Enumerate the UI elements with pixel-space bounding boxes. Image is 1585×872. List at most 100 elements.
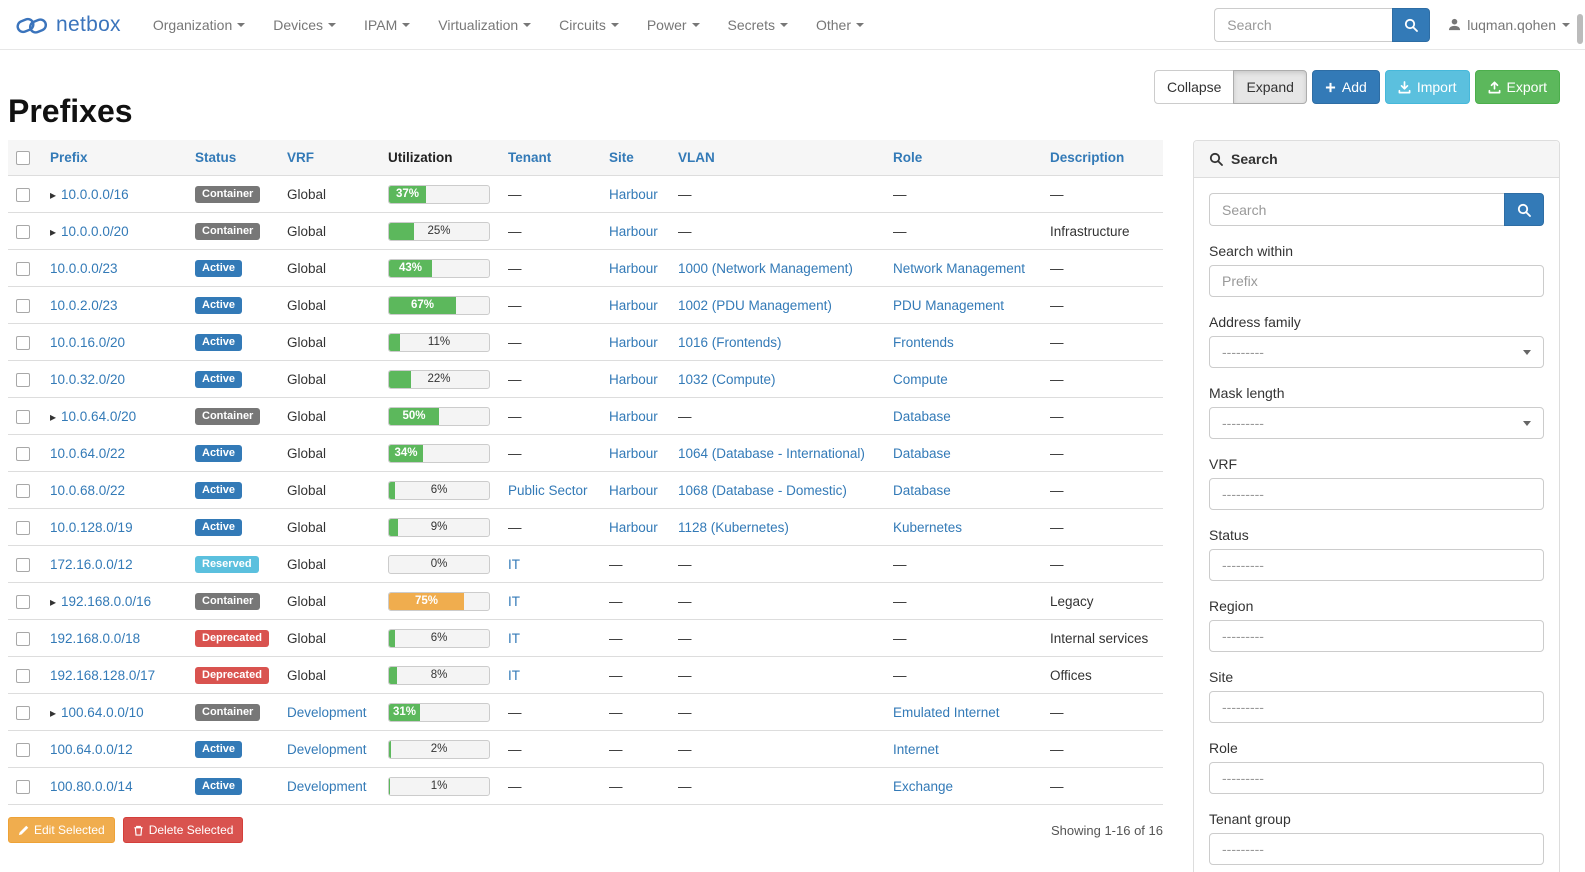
- filter-input-search-within[interactable]: [1209, 265, 1544, 297]
- role-link[interactable]: Database: [893, 482, 951, 498]
- prefix-link[interactable]: 100.64.0.0/12: [50, 741, 133, 757]
- prefix-link[interactable]: 10.0.32.0/20: [50, 371, 126, 387]
- navbar-search-button[interactable]: [1392, 7, 1431, 42]
- scrollbar-thumb[interactable]: [1577, 14, 1583, 44]
- prefix-link[interactable]: 192.168.0.0/16: [61, 593, 152, 609]
- export-button[interactable]: Export: [1474, 70, 1560, 104]
- row-checkbox[interactable]: [16, 632, 30, 647]
- user-menu[interactable]: luqman.qohen: [1448, 17, 1570, 33]
- tenant-link[interactable]: IT: [508, 630, 520, 646]
- vrf-link[interactable]: Development: [287, 741, 367, 757]
- row-checkbox[interactable]: [16, 558, 30, 573]
- site-link[interactable]: Harbour: [609, 408, 658, 424]
- site-link[interactable]: Harbour: [609, 186, 658, 202]
- row-checkbox[interactable]: [16, 410, 30, 425]
- site-link[interactable]: Harbour: [609, 260, 658, 276]
- row-checkbox[interactable]: [16, 373, 30, 388]
- row-checkbox[interactable]: [16, 669, 30, 684]
- site-link[interactable]: Harbour: [609, 371, 658, 387]
- column-header-vlan[interactable]: VLAN: [670, 140, 885, 177]
- nav-menu-devices[interactable]: Devices: [259, 0, 350, 50]
- row-checkbox[interactable]: [16, 484, 30, 499]
- filter-input-region[interactable]: [1209, 620, 1544, 652]
- site-link[interactable]: Harbour: [609, 334, 658, 350]
- nav-menu-circuits[interactable]: Circuits: [545, 0, 633, 50]
- prefix-link[interactable]: 10.0.0.0/20: [61, 223, 129, 239]
- tenant-link[interactable]: IT: [508, 667, 520, 683]
- site-link[interactable]: Harbour: [609, 297, 658, 313]
- nav-menu-power[interactable]: Power: [633, 0, 714, 50]
- prefix-link[interactable]: 10.0.64.0/20: [61, 408, 137, 424]
- site-link[interactable]: Harbour: [609, 445, 658, 461]
- row-checkbox[interactable]: [16, 743, 30, 758]
- prefix-link[interactable]: 192.168.128.0/17: [50, 667, 156, 683]
- nav-menu-virtualization[interactable]: Virtualization: [424, 0, 545, 50]
- vlan-link[interactable]: 1128 (Kubernetes): [678, 519, 789, 535]
- row-checkbox[interactable]: [16, 262, 30, 277]
- select-all-checkbox[interactable]: [16, 151, 30, 166]
- filter-input-status[interactable]: [1209, 549, 1544, 581]
- site-link[interactable]: Harbour: [609, 482, 658, 498]
- prefix-link[interactable]: 10.0.68.0/22: [50, 482, 126, 498]
- role-link[interactable]: Exchange: [893, 778, 954, 794]
- prefix-link[interactable]: 10.0.0.0/23: [50, 260, 118, 276]
- role-link[interactable]: PDU Management: [893, 297, 1005, 313]
- vlan-link[interactable]: 1016 (Frontends): [678, 334, 782, 350]
- row-checkbox[interactable]: [16, 336, 30, 351]
- prefix-link[interactable]: 10.0.16.0/20: [50, 334, 126, 350]
- import-button[interactable]: Import: [1384, 70, 1470, 104]
- prefix-link[interactable]: 10.0.128.0/19: [50, 519, 133, 535]
- expand-button[interactable]: Expand: [1233, 70, 1307, 104]
- column-header-role[interactable]: Role: [885, 140, 1042, 177]
- collapse-button[interactable]: Collapse: [1153, 70, 1235, 104]
- tenant-link[interactable]: Public Sector: [508, 482, 588, 498]
- row-checkbox[interactable]: [16, 780, 30, 795]
- nav-menu-ipam[interactable]: IPAM: [350, 0, 424, 50]
- nav-menu-other[interactable]: Other: [802, 0, 878, 50]
- expand-toggle-icon[interactable]: [50, 188, 56, 202]
- vlan-link[interactable]: 1064 (Database - International): [678, 445, 865, 461]
- column-header-status[interactable]: Status: [187, 140, 279, 177]
- column-header-tenant[interactable]: Tenant: [500, 140, 601, 177]
- site-link[interactable]: Harbour: [609, 223, 658, 239]
- expand-toggle-icon[interactable]: [50, 410, 56, 424]
- sidebar-search-button[interactable]: [1504, 193, 1544, 226]
- column-header-vrf[interactable]: VRF: [279, 140, 380, 177]
- role-link[interactable]: Compute: [893, 371, 948, 387]
- expand-toggle-icon[interactable]: [50, 706, 56, 720]
- prefix-link[interactable]: 10.0.0.0/16: [61, 186, 129, 202]
- role-link[interactable]: Internet: [893, 741, 939, 757]
- filter-input-tenant-group[interactable]: [1209, 833, 1544, 865]
- nav-menu-secrets[interactable]: Secrets: [714, 0, 802, 50]
- role-link[interactable]: Kubernetes: [893, 519, 963, 535]
- prefix-link[interactable]: 172.16.0.0/12: [50, 556, 133, 572]
- site-link[interactable]: Harbour: [609, 519, 658, 535]
- vlan-link[interactable]: 1000 (Network Management): [678, 260, 853, 276]
- row-checkbox[interactable]: [16, 706, 30, 721]
- filter-input-site[interactable]: [1209, 691, 1544, 723]
- filter-select-address-family[interactable]: ---------: [1209, 336, 1544, 368]
- filter-input-vrf[interactable]: [1209, 478, 1544, 510]
- row-checkbox[interactable]: [16, 188, 30, 203]
- prefix-link[interactable]: 10.0.64.0/22: [50, 445, 126, 461]
- edit-selected-button[interactable]: Edit Selected: [8, 817, 115, 844]
- filter-input-role[interactable]: [1209, 762, 1544, 794]
- row-checkbox[interactable]: [16, 521, 30, 536]
- expand-toggle-icon[interactable]: [50, 595, 56, 609]
- vrf-link[interactable]: Development: [287, 704, 367, 720]
- add-button[interactable]: Add: [1311, 70, 1380, 104]
- row-checkbox[interactable]: [16, 225, 30, 240]
- navbar-search-input[interactable]: [1214, 7, 1393, 42]
- column-header-prefix[interactable]: Prefix: [42, 140, 187, 177]
- column-header-site[interactable]: Site: [601, 140, 670, 177]
- prefix-link[interactable]: 100.80.0.0/14: [50, 778, 133, 794]
- role-link[interactable]: Emulated Internet: [893, 704, 1000, 720]
- role-link[interactable]: Network Management: [893, 260, 1026, 276]
- role-link[interactable]: Database: [893, 408, 951, 424]
- filter-select-mask-length[interactable]: ---------: [1209, 407, 1544, 439]
- prefix-link[interactable]: 192.168.0.0/18: [50, 630, 141, 646]
- vlan-link[interactable]: 1032 (Compute): [678, 371, 776, 387]
- expand-toggle-icon[interactable]: [50, 225, 56, 239]
- nav-menu-organization[interactable]: Organization: [139, 0, 259, 50]
- role-link[interactable]: Frontends: [893, 334, 954, 350]
